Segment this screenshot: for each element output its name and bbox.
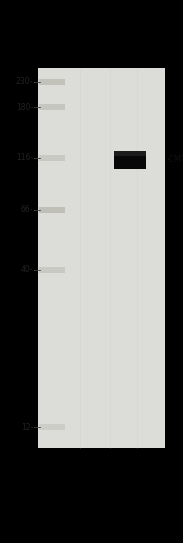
Text: 116-: 116-: [16, 154, 33, 162]
Bar: [114, 151, 146, 155]
Text: 12-: 12-: [21, 422, 33, 432]
Text: 230-: 230-: [16, 78, 33, 86]
Bar: [39, 79, 65, 85]
Bar: [39, 424, 65, 430]
Text: -CMTR1: -CMTR1: [167, 155, 183, 165]
Text: 40-: 40-: [20, 266, 33, 275]
Bar: [114, 151, 146, 169]
Text: 180-: 180-: [16, 103, 33, 111]
Bar: [39, 104, 65, 110]
Bar: [39, 207, 65, 213]
Bar: [38, 68, 165, 448]
Text: 66-: 66-: [20, 205, 33, 214]
Bar: [39, 267, 65, 273]
Bar: [39, 155, 65, 161]
